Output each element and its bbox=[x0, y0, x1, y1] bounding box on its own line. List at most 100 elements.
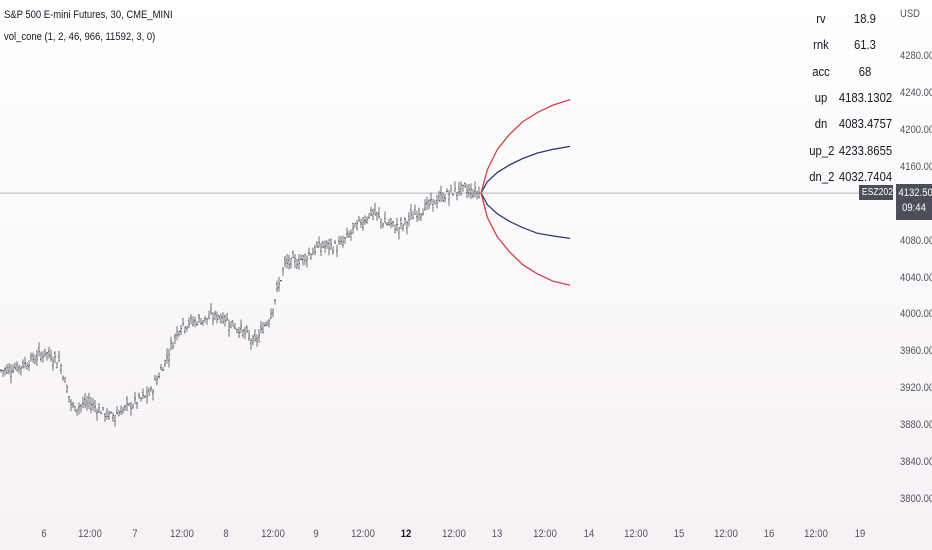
ohlc-bar bbox=[30, 352, 32, 362]
time-tick-label: 12:00 bbox=[624, 528, 648, 540]
time-tick-label: 14 bbox=[583, 528, 595, 540]
ohlc-bar bbox=[216, 311, 218, 324]
ohlc-bar bbox=[466, 183, 468, 199]
stat-row-up_2: up_2 4233.8655 bbox=[808, 144, 892, 170]
ohlc-bar bbox=[322, 240, 324, 249]
ohlc-bar bbox=[136, 401, 138, 409]
ohlc-bar bbox=[176, 326, 178, 341]
time-tick-label: 12:00 bbox=[804, 528, 828, 540]
ohlc-bar bbox=[114, 415, 116, 427]
ohlc-bar bbox=[422, 208, 424, 216]
ohlc-bar bbox=[32, 352, 34, 363]
indicator-legend[interactable]: vol_cone (1, 2, 46, 966, 11592, 3, 0) bbox=[4, 31, 156, 43]
ohlc-bar bbox=[458, 182, 460, 196]
time-tick-label: 7 bbox=[132, 528, 138, 540]
ohlc-bar bbox=[286, 253, 288, 269]
cone-dn-2 bbox=[480, 192, 571, 286]
ohlc-bar bbox=[158, 372, 160, 379]
ohlc-bar bbox=[220, 313, 222, 324]
ohlc-bar bbox=[52, 356, 54, 371]
ohlc-bar bbox=[156, 375, 158, 386]
time-tick-label: 12:00 bbox=[533, 528, 557, 540]
ohlc-bar bbox=[168, 348, 170, 368]
ohlc-bar bbox=[260, 321, 262, 334]
ohlc-bar bbox=[192, 316, 194, 327]
ohlc-bar bbox=[244, 326, 246, 340]
stat-row-rnk: rnk 61.3 bbox=[808, 38, 892, 64]
ohlc-bar bbox=[334, 239, 336, 245]
ohlc-bar bbox=[420, 213, 422, 222]
ohlc-bar bbox=[330, 238, 332, 251]
stat-value: 61.3 bbox=[854, 38, 876, 53]
ohlc-bar bbox=[206, 317, 208, 325]
ohlc-bar bbox=[392, 221, 394, 228]
ohlc-bar bbox=[428, 199, 430, 210]
ohlc-bar bbox=[312, 247, 314, 255]
ohlc-bar bbox=[434, 200, 436, 205]
time-tick-label: 12:00 bbox=[261, 528, 285, 540]
ohlc-bar bbox=[464, 182, 466, 189]
ohlc-bar bbox=[82, 396, 84, 409]
ohlc-bar bbox=[146, 386, 148, 404]
price-axis[interactable]: 4280.004240.004200.004160.004120.004080.… bbox=[892, 0, 932, 550]
ohlc-bar bbox=[396, 217, 398, 232]
stat-row-dn_2: dn_2 4032.7404 bbox=[808, 170, 892, 196]
ohlc-bar bbox=[262, 322, 264, 334]
ohlc-bar bbox=[228, 319, 230, 337]
ohlc-bar bbox=[242, 329, 244, 338]
time-tick-label: 9 bbox=[313, 528, 319, 540]
ohlc-bar bbox=[264, 322, 266, 327]
ohlc-bar bbox=[446, 188, 448, 192]
ohlc-bar bbox=[2, 369, 4, 378]
ohlc-bar bbox=[408, 211, 410, 227]
ohlc-bar bbox=[178, 330, 180, 337]
time-tick-label: 12:00 bbox=[78, 528, 102, 540]
ohlc-bar bbox=[46, 352, 48, 361]
time-tick-label: 8 bbox=[223, 528, 229, 540]
ohlc-bar bbox=[254, 329, 256, 342]
time-tick-label: 15 bbox=[673, 528, 685, 540]
symbol-legend[interactable]: S&P 500 E-mini Futures, 30, CME_MINI bbox=[4, 9, 173, 21]
ohlc-bar bbox=[462, 184, 464, 192]
ohlc-bar bbox=[386, 222, 388, 226]
ohlc-bar bbox=[346, 227, 348, 238]
ohlc-bar bbox=[364, 215, 366, 225]
ohlc-bar bbox=[440, 185, 442, 203]
price-tick-label: 4000.00 bbox=[900, 308, 932, 321]
time-tick-label: 19 bbox=[854, 528, 866, 540]
ohlc-bar bbox=[292, 250, 294, 259]
ohlc-bar bbox=[352, 222, 354, 235]
price-tick-label: 3880.00 bbox=[900, 419, 932, 432]
ohlc-bar bbox=[280, 280, 282, 282]
time-tick-label: 6 bbox=[41, 528, 47, 540]
stat-key: acc bbox=[812, 64, 830, 79]
ohlc-bar bbox=[448, 190, 450, 206]
ohlc-bar bbox=[406, 220, 408, 235]
ohlc-bar bbox=[210, 303, 212, 315]
ohlc-bar bbox=[282, 267, 284, 276]
stat-key: dn_2 bbox=[809, 169, 835, 184]
ohlc-bar bbox=[436, 194, 438, 209]
ohlc-bar bbox=[298, 254, 300, 270]
ohlc-bar bbox=[24, 356, 26, 369]
ohlc-bar bbox=[190, 313, 192, 324]
ohlc-bar bbox=[450, 185, 452, 193]
ohlc-bar bbox=[16, 361, 18, 372]
ohlc-bar bbox=[430, 192, 432, 205]
ohlc-bar bbox=[66, 384, 68, 393]
ohlc-bar bbox=[28, 360, 30, 372]
stat-row-up: up 4183.1302 bbox=[808, 91, 892, 117]
ohlc-bar bbox=[230, 321, 232, 329]
ohlc-bar bbox=[184, 326, 186, 334]
time-tick-label: 13 bbox=[491, 528, 503, 540]
ohlc-bar bbox=[68, 395, 70, 403]
ohlc-bar bbox=[314, 244, 316, 256]
ohlc-bar bbox=[318, 236, 320, 248]
ohlc-bar bbox=[208, 310, 210, 320]
ohlc-bar bbox=[42, 351, 44, 363]
ohlc-bar bbox=[4, 366, 6, 376]
stat-key: dn bbox=[814, 117, 828, 132]
ohlc-bar bbox=[144, 395, 146, 399]
